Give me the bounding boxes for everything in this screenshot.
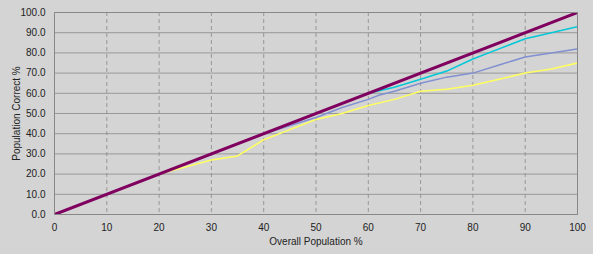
svg-text:80: 80	[467, 222, 479, 233]
svg-text:40.0: 40.0	[26, 128, 46, 139]
svg-text:10: 10	[101, 222, 113, 233]
svg-text:30.0: 30.0	[26, 148, 46, 159]
svg-text:Population Correct %: Population Correct %	[11, 66, 22, 161]
svg-text:Overall Population %: Overall Population %	[269, 236, 362, 247]
svg-text:60.0: 60.0	[26, 88, 46, 99]
svg-text:30: 30	[206, 222, 218, 233]
svg-text:90.0: 90.0	[26, 27, 46, 38]
svg-text:90: 90	[520, 222, 532, 233]
svg-text:60: 60	[363, 222, 375, 233]
svg-text:50.0: 50.0	[26, 108, 46, 119]
svg-text:80.0: 80.0	[26, 47, 46, 58]
svg-text:70: 70	[415, 222, 427, 233]
svg-text:100: 100	[569, 222, 586, 233]
svg-text:0: 0	[52, 222, 58, 233]
svg-text:20: 20	[154, 222, 166, 233]
svg-text:50: 50	[310, 222, 322, 233]
svg-text:70.0: 70.0	[26, 67, 46, 78]
svg-text:100.0: 100.0	[20, 7, 45, 18]
svg-text:20.0: 20.0	[26, 168, 46, 179]
svg-text:0.0: 0.0	[32, 209, 46, 220]
svg-text:40: 40	[258, 222, 270, 233]
svg-text:10.0: 10.0	[26, 189, 46, 200]
